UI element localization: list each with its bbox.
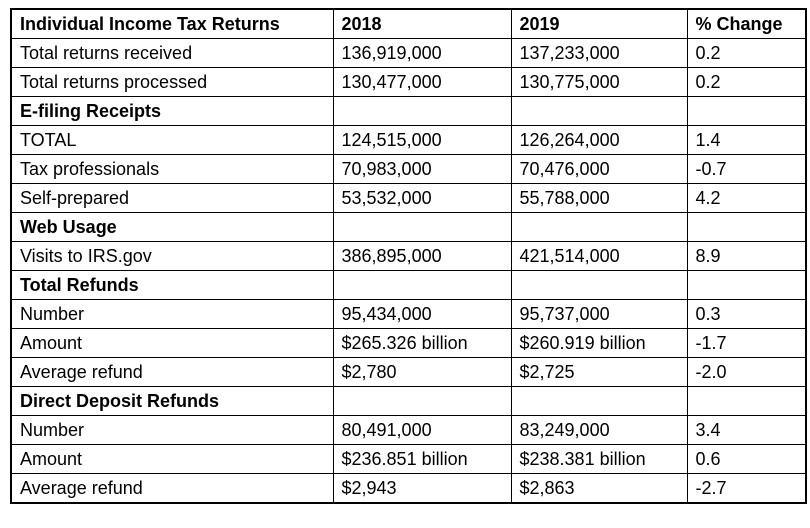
pct-change-cell [686, 386, 807, 416]
pct-change-cell: 3.4 [686, 415, 807, 445]
row-label-cell: Amount [10, 328, 334, 358]
row-label-cell: Average refund [10, 473, 334, 504]
value-2019-cell: 95,737,000 [510, 299, 688, 329]
row-label-cell: TOTAL [10, 125, 334, 155]
pct-change-cell: 0.2 [686, 67, 807, 97]
row-label-cell: Number [10, 415, 334, 445]
value-2019-cell: 55,788,000 [510, 183, 688, 213]
value-2019-cell: $238.381 billion [510, 444, 688, 474]
value-2019-cell: 137,233,000 [510, 38, 688, 68]
value-2019-cell: 70,476,000 [510, 154, 688, 184]
value-2018-cell: 95,434,000 [332, 299, 512, 329]
pct-change-cell: 0.6 [686, 444, 807, 474]
pct-change-cell: 0.2 [686, 38, 807, 68]
row-label-cell: Self-prepared [10, 183, 334, 213]
table-body: Total returns received 136,919,000 137,233… [10, 38, 807, 504]
value-2019-cell: $260.919 billion [510, 328, 688, 358]
pct-change-cell [686, 212, 807, 242]
pct-change-cell: 4.2 [686, 183, 807, 213]
row-label-cell: Total Refunds [10, 270, 334, 300]
pct-change-cell: -0.7 [686, 154, 807, 184]
row-label-cell: Number [10, 299, 334, 329]
table-row: Total returns received 136,919,000 137,233… [10, 38, 807, 68]
table-row: Self-prepared 53,532,000 55,788,000 4.2 [10, 183, 807, 213]
value-2018-cell [332, 270, 512, 300]
value-2018-cell: 130,477,000 [332, 67, 512, 97]
table-header-row: Individual Income Tax Returns 2018 2019 … [10, 8, 807, 39]
value-2018-cell: 136,919,000 [332, 38, 512, 68]
value-2019-cell [510, 270, 688, 300]
value-2018-cell: $2,780 [332, 357, 512, 387]
value-2018-cell: 124,515,000 [332, 125, 512, 155]
value-2019-cell: $2,725 [510, 357, 688, 387]
header-individual-income-tax-returns: Individual Income Tax Returns [10, 8, 334, 39]
row-label-cell: Amount [10, 444, 334, 474]
value-2019-cell: 83,249,000 [510, 415, 688, 445]
section-row: Total Refunds [10, 270, 807, 300]
value-2019-cell [510, 96, 688, 126]
value-2018-cell: 80,491,000 [332, 415, 512, 445]
pct-change-cell [686, 270, 807, 300]
pct-change-cell: 8.9 [686, 241, 807, 271]
value-2019-cell: 421,514,000 [510, 241, 688, 271]
value-2019-cell: 126,264,000 [510, 125, 688, 155]
table-row: Tax professionals 70,983,000 70,476,000 -0.… [10, 154, 807, 184]
row-label-cell: Total returns received [10, 38, 334, 68]
section-row: E-filing Receipts [10, 96, 807, 126]
pct-change-cell: 1.4 [686, 125, 807, 155]
row-label-cell: Total returns processed [10, 67, 334, 97]
value-2018-cell: $2,943 [332, 473, 512, 504]
row-label-cell: Direct Deposit Refunds [10, 386, 334, 416]
pct-change-cell: 0.3 [686, 299, 807, 329]
section-row: Direct Deposit Refunds [10, 386, 807, 416]
table-row: Number 80,491,000 83,249,000 3.4 [10, 415, 807, 445]
pct-change-cell: -2.7 [686, 473, 807, 504]
value-2019-cell [510, 212, 688, 242]
row-label-cell: Tax professionals [10, 154, 334, 184]
value-2019-cell [510, 386, 688, 416]
header-pct-change: % Change [686, 8, 807, 39]
row-label-cell: Visits to IRS.gov [10, 241, 334, 271]
pct-change-cell: -1.7 [686, 328, 807, 358]
value-2019-cell: 130,775,000 [510, 67, 688, 97]
row-label-cell: Average refund [10, 357, 334, 387]
row-label-cell: E-filing Receipts [10, 96, 334, 126]
income-tax-returns-table: Individual Income Tax Returns 2018 2019 … [10, 8, 807, 504]
value-2018-cell [332, 386, 512, 416]
value-2018-cell: $265.326 billion [332, 328, 512, 358]
table-row: Amount $265.326 billion $260.919 billion -1… [10, 328, 807, 358]
value-2018-cell: 53,532,000 [332, 183, 512, 213]
table-row: Total returns processed 130,477,000 130,77… [10, 67, 807, 97]
value-2018-cell: 386,895,000 [332, 241, 512, 271]
pct-change-cell: -2.0 [686, 357, 807, 387]
row-label-cell: Web Usage [10, 212, 334, 242]
table-row: Average refund $2,943 $2,863 -2.7 [10, 473, 807, 504]
value-2018-cell: $236.851 billion [332, 444, 512, 474]
value-2018-cell: 70,983,000 [332, 154, 512, 184]
table-row: TOTAL 124,515,000 126,264,000 1.4 [10, 125, 807, 155]
table-row: Amount $236.851 billion $238.381 billion 0.… [10, 444, 807, 474]
pct-change-cell [686, 96, 807, 126]
header-2018: 2018 [332, 8, 512, 39]
value-2018-cell [332, 212, 512, 242]
table-row: Number 95,434,000 95,737,000 0.3 [10, 299, 807, 329]
section-row: Web Usage [10, 212, 807, 242]
header-2019: 2019 [510, 8, 688, 39]
table-row: Average refund $2,780 $2,725 -2.0 [10, 357, 807, 387]
value-2018-cell [332, 96, 512, 126]
value-2019-cell: $2,863 [510, 473, 688, 504]
table-row: Visits to IRS.gov 386,895,000 421,514,000 8… [10, 241, 807, 271]
